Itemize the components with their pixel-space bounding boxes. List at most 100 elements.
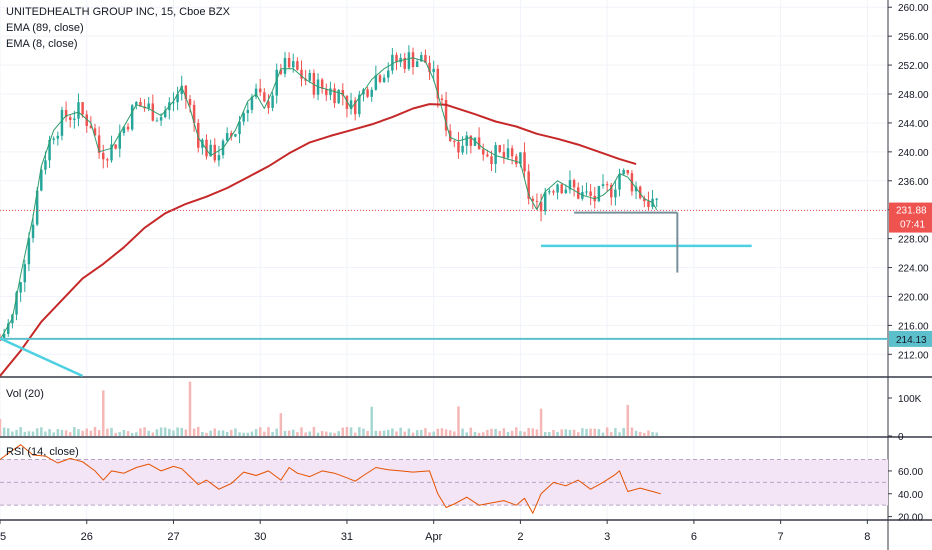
price-tick-label: 240.00 [898, 148, 929, 159]
candle-body [60, 109, 64, 136]
candle-body [510, 148, 514, 157]
volume-bar [457, 406, 460, 436]
candle-body [407, 52, 411, 69]
volume-bar [68, 432, 72, 436]
candle-body [436, 68, 440, 99]
candle-body [420, 55, 423, 62]
candle-body [209, 144, 212, 157]
volume-bar [325, 431, 328, 436]
volume-bar [556, 431, 559, 436]
volume-bar [515, 427, 518, 436]
volume-bar [576, 432, 580, 436]
volume-bar [395, 431, 398, 436]
candle-body [440, 98, 444, 100]
trend-line [0, 337, 84, 378]
volume-bar [135, 432, 138, 436]
candle-body [205, 139, 208, 157]
candle-body [515, 156, 518, 165]
drawing-layer [0, 211, 888, 378]
candle-body [287, 58, 291, 68]
candle-body [147, 103, 150, 109]
volume-bar [411, 432, 415, 436]
candle-body [19, 282, 22, 293]
candle-body [325, 88, 328, 96]
candle-body [329, 88, 332, 96]
level-price-label: 214.13 [896, 335, 927, 346]
volume-bar [506, 431, 510, 436]
volume-bar [494, 428, 497, 436]
volume-bar [168, 428, 171, 436]
time-tick-label: 2 [517, 531, 523, 543]
candle-body [126, 126, 130, 130]
indicator-ema8-label[interactable]: EMA (8, close) [6, 38, 78, 50]
volume-bar [399, 427, 402, 436]
price-tick-label: 236.00 [898, 177, 929, 188]
candle-body [89, 125, 93, 129]
volume-bar [353, 432, 357, 436]
candle-body [622, 169, 625, 175]
time-tick-label: 3 [604, 531, 610, 543]
last-price-label: 231.88 [896, 206, 927, 217]
candle-body [349, 100, 353, 109]
volume-bar [568, 429, 572, 436]
rsi-tick-label: 20.00 [898, 513, 923, 524]
candle-body [180, 85, 183, 95]
volume-bar [267, 427, 270, 436]
candle-body [481, 149, 485, 155]
candle-body [246, 109, 250, 114]
candle-body [40, 169, 43, 191]
time-tick-label: 26 [81, 531, 93, 543]
indicator-ema89-label[interactable]: EMA (89, close) [6, 22, 84, 34]
time-tick-label: 25 [0, 531, 6, 543]
candle-body [184, 85, 188, 99]
candle-body [254, 88, 258, 97]
volume-bar [477, 432, 481, 436]
time-tick-label: 31 [341, 531, 353, 543]
last-price-tag [889, 202, 932, 233]
volume-bar [391, 428, 394, 436]
volume-bar [89, 430, 93, 436]
volume-bar [263, 431, 266, 436]
volume-bar [221, 430, 225, 436]
time-tick-label: 7 [778, 531, 784, 543]
candle-body [217, 155, 221, 161]
price-tick-label: 244.00 [898, 119, 929, 130]
volume-bar [622, 427, 625, 436]
volume-bar [56, 429, 60, 436]
volume-pane-label[interactable]: Vol (20) [6, 388, 44, 400]
volume-bar [465, 432, 468, 436]
candle-body [457, 141, 460, 153]
volume-bar [205, 432, 208, 436]
volume-bar [453, 431, 456, 436]
volume-bar [349, 427, 353, 436]
candle-body [415, 61, 419, 68]
candle-body [159, 117, 163, 121]
volume-bar [143, 427, 146, 436]
candle-body [345, 95, 349, 109]
candle-body [358, 94, 361, 115]
volume-bar [638, 431, 642, 436]
countdown-label: 07:41 [900, 220, 925, 231]
candle-body [411, 52, 415, 68]
candle-body [15, 292, 18, 315]
candle-body [225, 133, 229, 141]
volume-bar [341, 427, 345, 436]
candle-body [638, 186, 642, 199]
price-tick-label: 260.00 [898, 3, 929, 14]
candle-body [258, 88, 262, 93]
volume-bar [581, 428, 584, 436]
volume-bar [647, 430, 650, 436]
time-tick-label: 30 [254, 531, 266, 543]
volume-bar [176, 427, 179, 436]
rsi-pane-label[interactable]: RSI (14, close) [6, 446, 79, 458]
candle-body [192, 104, 196, 123]
price-tick-label: 228.00 [898, 235, 929, 246]
candle-body [490, 156, 493, 164]
volume-bar [114, 432, 117, 436]
volume-bar [651, 432, 654, 436]
candle-body [610, 185, 613, 198]
candle-body [320, 79, 324, 89]
candle-body [44, 160, 47, 170]
volume-bar [420, 429, 423, 436]
